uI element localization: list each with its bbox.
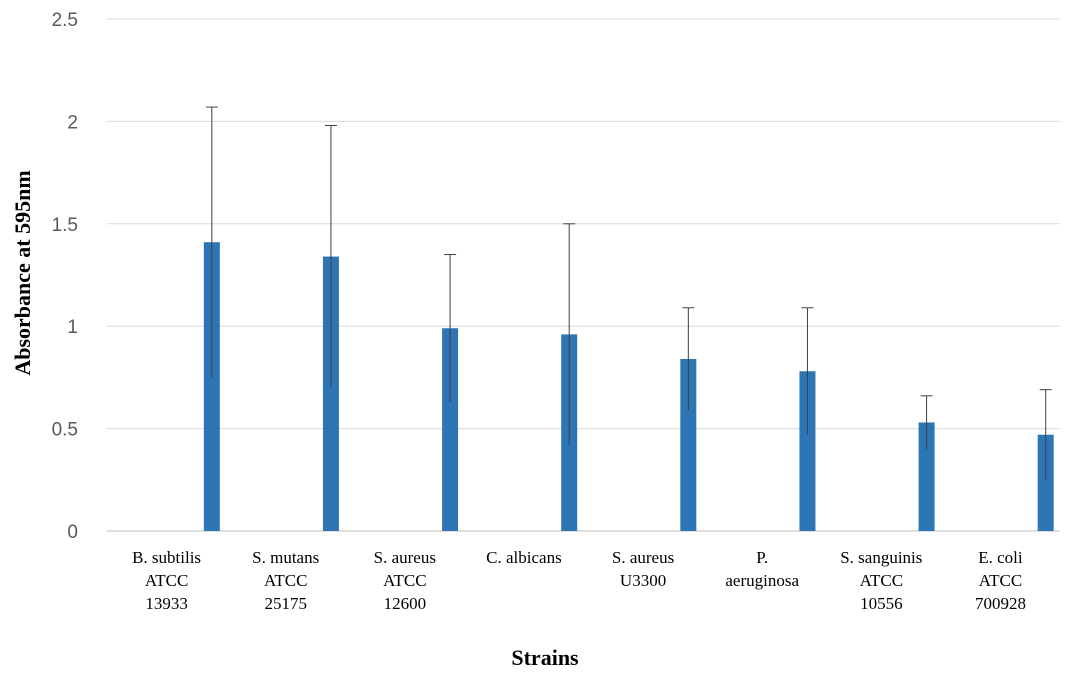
bar	[918, 422, 935, 531]
bar	[203, 242, 220, 531]
bar	[680, 358, 697, 531]
x-axis-title: Strains	[511, 645, 579, 670]
x-tick-label: C. albicans	[486, 548, 562, 567]
bar	[1037, 434, 1054, 531]
x-tick-label: S. aureus ATCC 12600	[374, 548, 436, 613]
x-tick-label: B. subtilis ATCC 13933	[132, 548, 201, 613]
x-axis-ticks: B. subtilis ATCC 13933 S. mutans ATCC 25175 S.…	[132, 548, 1026, 613]
bar	[799, 371, 816, 531]
gridlines	[107, 18, 1060, 532]
x-tick-label: P. aeruginosa	[725, 548, 799, 590]
y-axis-title: Absorbance at 595nm	[10, 170, 35, 375]
y-tick-label: 0.5	[52, 420, 78, 441]
bar	[442, 328, 459, 531]
x-tick-label: E. coli ATCC 700928	[975, 548, 1026, 613]
x-tick-label: S. mutans ATCC 25175	[252, 548, 319, 613]
error-bars	[205, 106, 1052, 480]
y-tick-label: 1.5	[52, 215, 78, 236]
x-tick-label: S. sanguinis ATCC 10556	[840, 548, 922, 613]
y-tick-label: 1	[67, 317, 78, 338]
y-tick-label: 2	[67, 112, 78, 133]
y-tick-label: 0	[67, 522, 78, 543]
bar	[322, 256, 339, 531]
y-axis-ticks: 0 0.5 1 1.5 2 2.5	[52, 10, 78, 543]
x-tick-label: S. aureus U3300	[612, 548, 674, 590]
y-tick-label: 2.5	[52, 10, 78, 31]
